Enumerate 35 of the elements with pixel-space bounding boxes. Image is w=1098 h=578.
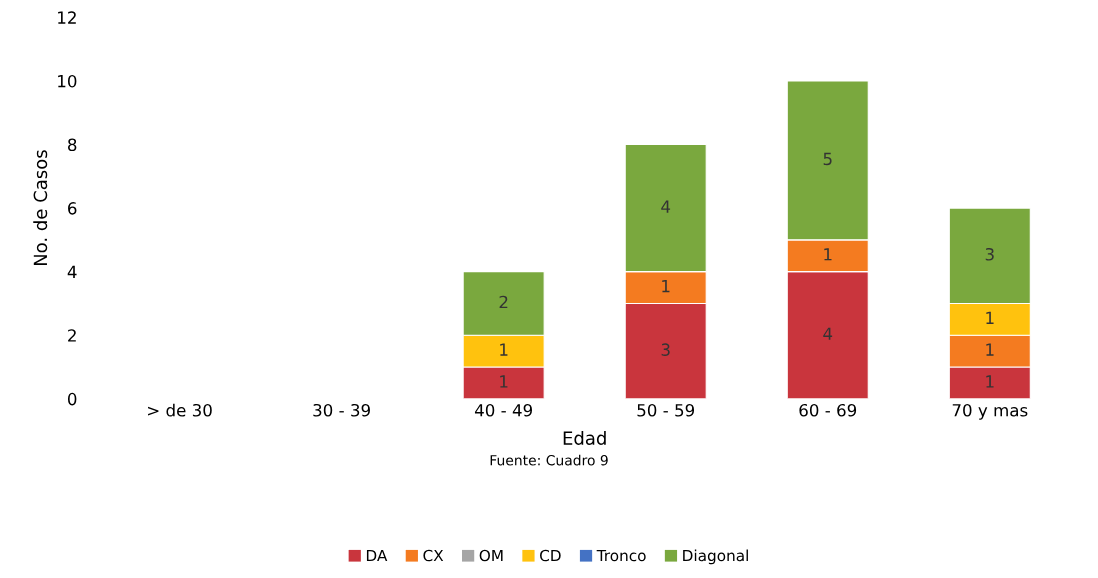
legend-label: CD bbox=[540, 549, 561, 562]
x-axis-title: Edad bbox=[563, 430, 606, 445]
data-label: 1 bbox=[500, 375, 508, 388]
y-tick-label: 8 bbox=[68, 138, 77, 152]
x-tick-label: > de 30 bbox=[148, 403, 212, 417]
y-tick-label: 10 bbox=[58, 74, 77, 88]
data-label: 1 bbox=[986, 375, 994, 388]
data-label: 4 bbox=[661, 200, 671, 213]
data-label: 3 bbox=[985, 247, 994, 261]
y-tick-label: 4 bbox=[67, 265, 77, 278]
legend-label: CX bbox=[423, 549, 444, 562]
x-tick-label: 40 - 49 bbox=[474, 403, 533, 417]
x-tick-label: 30 - 39 bbox=[313, 403, 370, 417]
x-tick-label: 60 - 69 bbox=[799, 403, 857, 417]
data-label: 1 bbox=[662, 280, 670, 293]
legend-label: Tronco bbox=[596, 549, 646, 562]
legend-label: DA bbox=[366, 549, 388, 562]
x-tick-label: 70 y mas bbox=[952, 403, 1028, 420]
data-label: 1 bbox=[500, 343, 508, 356]
data-label: 1 bbox=[824, 248, 832, 261]
data-label: 4 bbox=[823, 327, 833, 340]
x-tick-label: 50 - 59 bbox=[637, 403, 695, 417]
legend-label: OM bbox=[479, 549, 503, 562]
data-label: 1 bbox=[986, 343, 994, 356]
data-label: 2 bbox=[499, 295, 508, 309]
legend-label: Diagonal bbox=[683, 549, 748, 565]
y-tick-label: 2 bbox=[68, 329, 76, 342]
y-tick-label: 6 bbox=[68, 202, 77, 215]
y-tick-label: 12 bbox=[58, 11, 76, 24]
data-label: 3 bbox=[661, 343, 670, 356]
y-axis-title: No. de Casos bbox=[33, 150, 48, 266]
source-note: Fuente: Cuadro 9 bbox=[490, 454, 608, 466]
data-label: 5 bbox=[823, 152, 832, 166]
data-label: 1 bbox=[986, 311, 994, 324]
y-tick-label: 0 bbox=[67, 392, 77, 406]
